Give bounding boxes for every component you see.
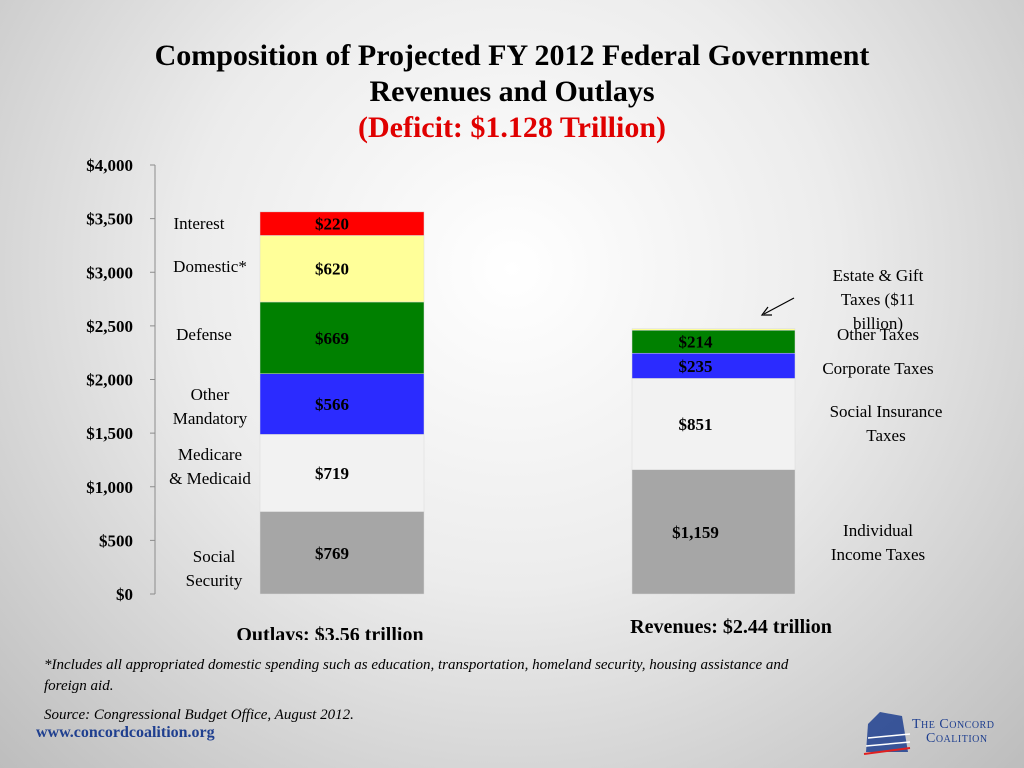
y-tick-label: $2,000 [86,371,133,390]
bar-segment [259,434,425,512]
segment-value-label: $214 [679,333,714,352]
bar-segment [259,211,425,236]
category-label: Interest [174,214,225,233]
category-label: Social Insurance [830,402,943,421]
bar-segment [259,301,425,374]
category-label: Estate & Gift [833,266,924,285]
deficit-subtitle: (Deficit: $1.128 Trillion) [358,111,666,144]
category-label: Security [186,571,243,590]
category-label: Medicare [178,445,242,464]
chart-title-line-2: Revenues and Outlays [369,75,655,108]
category-label: Individual [843,521,913,540]
bar-total-label: Outlays: $3.56 trillion [236,624,423,640]
segment-value-label: $235 [679,357,713,376]
segment-value-label: $620 [315,260,349,279]
category-label: Taxes [866,426,905,445]
category-label: Corporate Taxes [822,359,933,378]
logo-text-line-1: The Concord [912,717,995,732]
y-tick-label: $3,500 [86,210,133,229]
category-label: Other [191,385,230,404]
stacked-bar-chart: $0 $500 $1,000 $1,500 $2,000 $2,500 $3,000 $3,5… [86,156,943,640]
category-label: Other Taxes [837,325,919,344]
category-label: Domestic* [173,257,247,276]
y-tick-label: $4,000 [86,156,133,175]
bar-segment [631,378,796,470]
segment-value-label: $769 [315,544,349,563]
bar-segment [631,352,796,379]
website-link[interactable]: www.concordcoalition.org [36,724,215,741]
bar-segment [259,235,425,303]
bar-segment [631,469,796,595]
source-note: Source: Congressional Budget Office, Aug… [44,707,354,723]
segment-value-label: $719 [315,464,349,483]
y-tick-label: $3,000 [86,263,133,282]
estate-gift-arrow-head-icon [760,306,772,316]
bar-segment [259,373,425,435]
y-tick-label: $0 [116,585,133,604]
category-label: & Medicaid [169,469,251,488]
segment-value-label: $669 [315,329,349,348]
footnote: *Includes all appropriated domestic spen… [44,657,789,694]
category-label: Taxes ($11 [841,290,915,309]
bar-segment [631,330,796,354]
logo-text: The Concord Coalition [912,718,994,746]
segment-value-label: $220 [315,215,349,234]
category-label: Mandatory [173,409,248,428]
bar-segment [631,328,796,331]
bar-total-label: Revenues: $2.44 trillion [630,616,832,638]
y-tick-label: $500 [99,531,133,550]
segment-value-label: $851 [679,415,713,434]
estate-gift-arrow-line [763,297,795,315]
segment-value-label: $566 [315,395,349,414]
category-label: Defense [176,325,232,344]
y-tick-label: $1,500 [86,424,133,443]
y-tick-label: $1,000 [86,478,133,497]
segment-value-label: $1,159 [672,523,719,542]
category-label: Social [193,547,236,566]
logo-text-line-2: Coalition [926,731,988,746]
concord-coalition-logo-icon [863,712,911,755]
category-label: Income Taxes [831,545,925,564]
category-label: billion) [853,314,903,333]
y-tick-label: $2,500 [86,317,133,336]
chart-title-line-1: Composition of Projected FY 2012 Federal… [154,39,870,72]
title-block: Composition of Projected FY 2012 Federal… [0,38,1024,146]
